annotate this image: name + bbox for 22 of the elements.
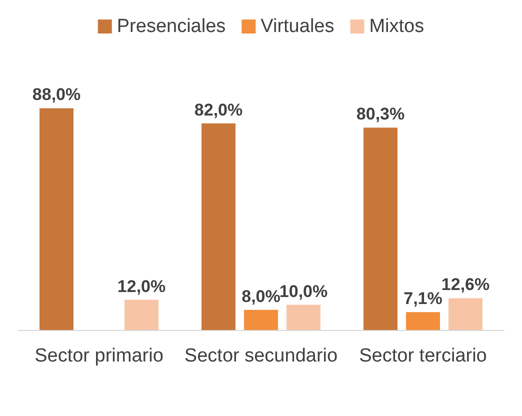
data-label: 8,0% [242, 286, 280, 306]
x-tick-label: Sector primario [34, 346, 164, 366]
data-label: 12,0% [117, 276, 166, 296]
bar [202, 123, 236, 330]
data-label: 82,0% [194, 100, 243, 120]
data-label: 7,1% [404, 289, 442, 308]
data-label: 80,3% [356, 104, 405, 124]
data-label: 12,6% [441, 275, 490, 294]
bar [40, 108, 74, 330]
data-label: 10,0% [279, 282, 328, 301]
data-label: 88,0% [32, 85, 81, 104]
bar [286, 304, 320, 330]
x-tick-label: Sector secundario [184, 346, 338, 366]
legend-label: Presenciales [116, 16, 226, 37]
bar [244, 310, 278, 330]
bar [406, 312, 440, 330]
bar [124, 300, 158, 330]
bar [364, 128, 398, 330]
bar [448, 298, 482, 330]
x-tick-label: Sector terciario [359, 346, 487, 366]
legend-label: Virtuales [260, 16, 334, 37]
legend-label: Mixtos [369, 16, 424, 37]
